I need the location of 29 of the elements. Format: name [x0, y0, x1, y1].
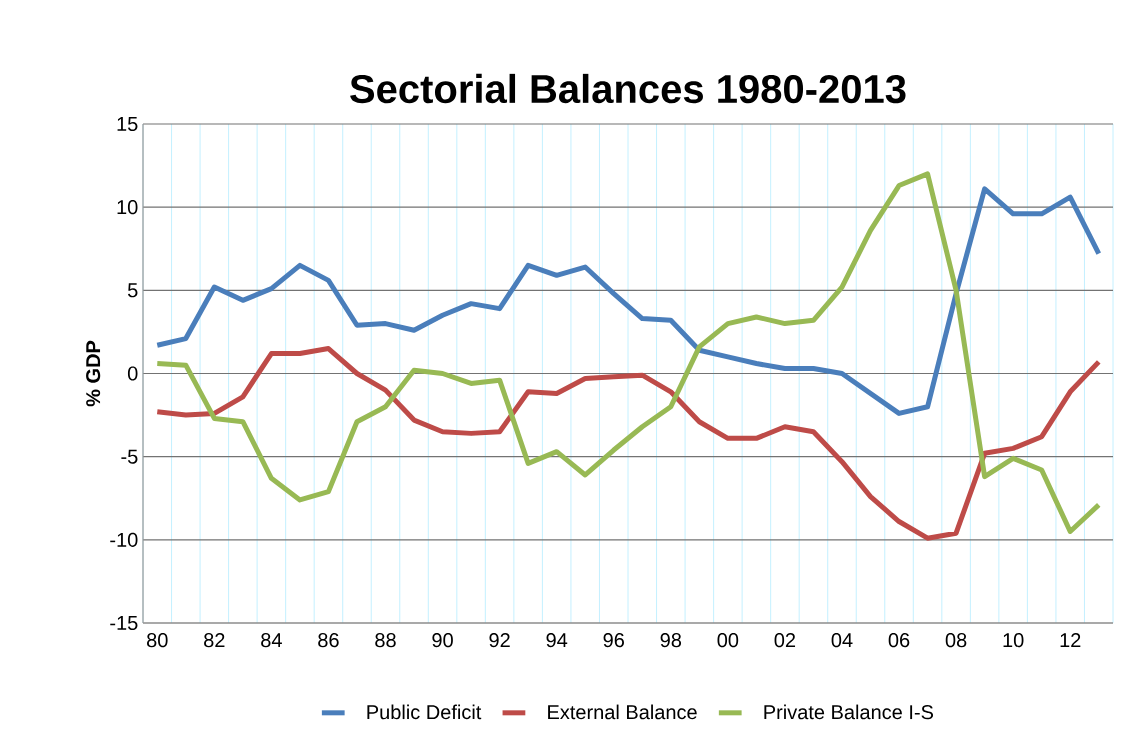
- x-tick-label: 88: [375, 633, 396, 648]
- y-tick-label: 10: [117, 200, 138, 215]
- y-tick-label: -10: [110, 532, 138, 547]
- x-tick-label: 90: [432, 633, 453, 648]
- y-tick-label: 5: [127, 283, 138, 298]
- x-tick-label: 92: [489, 633, 510, 648]
- x-tick-label: 82: [204, 633, 225, 648]
- y-tick-label: -15: [110, 616, 138, 630]
- x-tick-label: 94: [546, 633, 568, 648]
- x-tick-label: 06: [888, 633, 910, 648]
- x-tick-label: 10: [1003, 633, 1024, 648]
- x-tick-label: 86: [318, 633, 339, 648]
- legend-label: Private Balance I-S: [764, 704, 934, 720]
- legend-label: External Balance: [548, 704, 697, 720]
- y-tick-label: 15: [117, 117, 138, 131]
- y-tick-label: 0: [127, 366, 138, 381]
- x-tick-label: 98: [660, 633, 682, 648]
- x-tick-label: 02: [774, 633, 796, 648]
- x-tick-label: 80: [147, 633, 168, 648]
- x-tick-label: 00: [717, 633, 739, 648]
- y-axis-title: % GDP: [86, 340, 101, 407]
- x-tick-label: 08: [945, 633, 967, 648]
- y-tick-label: -5: [121, 449, 138, 464]
- legend-label: Public Deficit: [367, 704, 482, 720]
- chart-title: Sectorial Balances 1980-2013: [350, 73, 906, 104]
- x-tick-label: 04: [831, 633, 853, 648]
- x-tick-label: 12: [1060, 633, 1081, 648]
- x-tick-label: 96: [603, 633, 624, 648]
- x-tick-label: 84: [261, 633, 282, 648]
